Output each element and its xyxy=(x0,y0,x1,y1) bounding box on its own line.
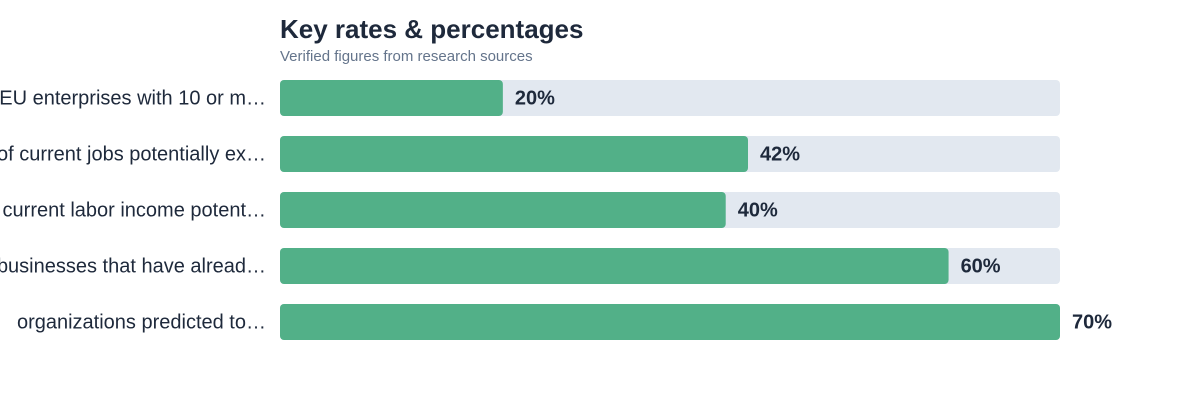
value-label: 40% xyxy=(738,199,778,221)
value-label: 70% xyxy=(1072,311,1112,333)
chart-title: Key rates & percentages xyxy=(280,14,583,44)
bar xyxy=(280,136,748,172)
value-label: 20% xyxy=(515,87,555,109)
chart-subtitle: Verified figures from research sources xyxy=(280,48,533,65)
bar xyxy=(280,192,726,228)
category-label: current labor income potent… xyxy=(3,199,266,221)
value-label: 60% xyxy=(961,255,1001,277)
category-label: organizations predicted to… xyxy=(17,311,266,333)
value-label: 42% xyxy=(760,143,800,165)
bar xyxy=(280,304,1060,340)
category-label: businesses that have alread… xyxy=(0,255,266,277)
category-label: of current jobs potentially ex… xyxy=(0,143,266,165)
bar xyxy=(280,248,949,284)
category-label: EU enterprises with 10 or m… xyxy=(0,87,266,109)
bar xyxy=(280,80,503,116)
